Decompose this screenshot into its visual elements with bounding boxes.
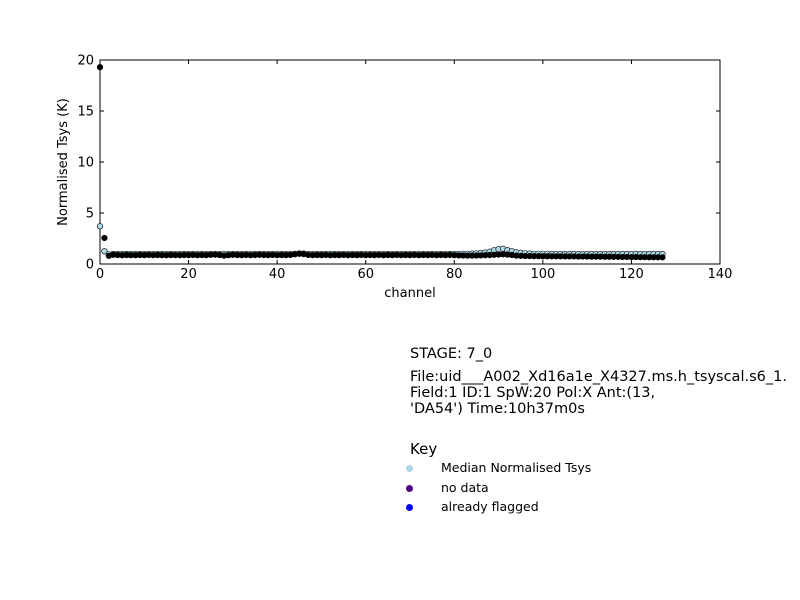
legend-item-flagged: already flagged: [405, 497, 705, 517]
ant-time-label: 'DA54') Time:10h37m0s: [410, 401, 585, 417]
legend-label-no-data: no data: [441, 479, 489, 495]
antenna-tsys-point: [659, 254, 666, 261]
legend: Key Median Normalised Tsys no data alrea…: [405, 440, 705, 517]
x-tick-label: 40: [269, 267, 286, 282]
x-tick-label: 20: [180, 267, 197, 282]
field-label: Field:1 ID:1 SpW:20 Pol:X Ant:(13,: [410, 385, 656, 401]
x-tick-label: 80: [446, 267, 463, 282]
legend-item-median: Median Normalised Tsys: [405, 458, 705, 478]
y-tick-label: 15: [77, 105, 94, 120]
x-tick-label: 0: [96, 267, 104, 282]
legend-dot-flagged: [406, 504, 413, 511]
axes-layer: 0 20 40 60 80 100 120 140 0 5 10 15 20: [77, 54, 732, 283]
antenna-tsys-point: [101, 234, 108, 242]
median-tsys-point: [101, 248, 108, 255]
legend-dot-no-data: [406, 484, 413, 492]
y-tick-label: 5: [86, 207, 94, 222]
legend-dot-median: [406, 465, 413, 472]
median-tsys-point: [96, 223, 104, 230]
antenna-tsys-point: [96, 64, 104, 71]
y-tick-label: 0: [86, 258, 94, 273]
x-tick-label: 60: [357, 267, 374, 282]
legend-title: Key: [410, 440, 438, 458]
y-axis-label: Normalised Tsys (K): [56, 98, 71, 226]
x-axis-label: channel: [384, 286, 435, 301]
y-tick-label: 10: [77, 156, 94, 171]
x-tick-label: 100: [530, 267, 555, 282]
stage-label: STAGE: 7_0: [410, 346, 493, 362]
legend-label-median: Median Normalised Tsys: [441, 460, 592, 475]
x-tick-label: 120: [619, 267, 644, 282]
info-panel: STAGE: 7_0 File:uid___A002_Xd16a1e_X4327…: [410, 346, 800, 417]
legend-item-no-data: no data: [405, 478, 705, 498]
y-tick-label: 20: [77, 54, 94, 69]
legend-label-flagged: already flagged: [441, 499, 539, 514]
points-layer: [96, 64, 666, 261]
plot-frame: [99, 59, 721, 265]
x-tick-label: 140: [708, 267, 733, 282]
file-label: File:uid___A002_Xd16a1e_X4327.ms.h_tsysc…: [410, 369, 787, 385]
